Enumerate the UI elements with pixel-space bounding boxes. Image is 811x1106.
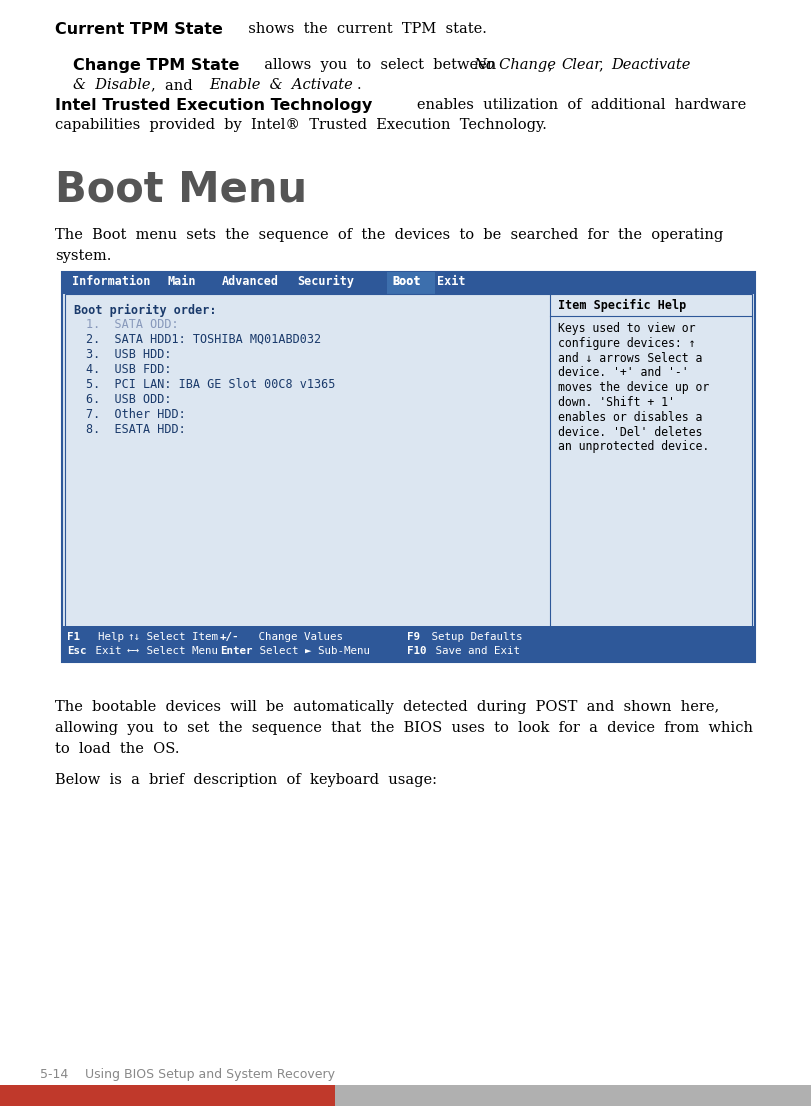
- Bar: [0, 1085, 335, 1106]
- Text: Esc: Esc: [67, 646, 87, 656]
- Text: Setup Defaults: Setup Defaults: [425, 632, 522, 641]
- Text: 2.  SATA HDD1: TOSHIBA MQ01ABD032: 2. SATA HDD1: TOSHIBA MQ01ABD032: [86, 333, 321, 346]
- Text: enables  utilization  of  additional  hardware: enables utilization of additional hardwa…: [403, 98, 746, 112]
- Text: shows  the  current  TPM  state.: shows the current TPM state.: [239, 22, 487, 36]
- Bar: [387, 272, 435, 294]
- Text: Deactivate: Deactivate: [611, 58, 690, 72]
- Text: Main: Main: [167, 275, 195, 288]
- Text: Boot: Boot: [392, 275, 420, 288]
- Text: The  Boot  menu  sets  the  sequence  of  the  devices  to  be  searched  for  t: The Boot menu sets the sequence of the d…: [55, 228, 723, 242]
- Bar: [65, 294, 752, 634]
- Text: F9: F9: [407, 632, 420, 641]
- Text: .: .: [357, 79, 362, 92]
- Text: 3.  USB HDD:: 3. USB HDD:: [86, 348, 171, 361]
- Text: 7.  Other HDD:: 7. Other HDD:: [86, 408, 186, 421]
- Text: 4.  USB FDD:: 4. USB FDD:: [86, 363, 171, 376]
- Text: 8.  ESATA HDD:: 8. ESATA HDD:: [86, 422, 186, 436]
- Text: enables or disables a: enables or disables a: [558, 410, 702, 424]
- Text: Select ► Sub-Menu: Select ► Sub-Menu: [253, 646, 370, 656]
- Bar: [62, 272, 755, 662]
- Text: ,: ,: [548, 58, 562, 72]
- Text: Boot: Boot: [392, 275, 420, 288]
- Text: Change TPM State: Change TPM State: [73, 58, 239, 73]
- Text: No Change: No Change: [473, 58, 556, 72]
- Text: F1: F1: [67, 632, 80, 641]
- Text: Security: Security: [297, 275, 354, 288]
- Text: Save and Exit: Save and Exit: [429, 646, 520, 656]
- Text: ←→: ←→: [127, 646, 140, 656]
- Text: Below  is  a  brief  description  of  keyboard  usage:: Below is a brief description of keyboard…: [55, 773, 437, 787]
- Bar: [62, 272, 755, 294]
- Text: +/-: +/-: [220, 632, 239, 641]
- Text: Exit: Exit: [89, 646, 122, 656]
- Text: Current TPM State: Current TPM State: [55, 22, 223, 36]
- Text: &  Disable: & Disable: [73, 79, 151, 92]
- Text: ↑↓: ↑↓: [127, 632, 140, 641]
- Text: and ↓ arrows Select a: and ↓ arrows Select a: [558, 352, 702, 365]
- Text: to  load  the  OS.: to load the OS.: [55, 742, 179, 757]
- Text: ,  and: , and: [151, 79, 202, 92]
- Text: Intel Trusted Execution Technology: Intel Trusted Execution Technology: [55, 98, 372, 113]
- Text: capabilities  provided  by  Intel®  Trusted  Execution  Technology.: capabilities provided by Intel® Trusted …: [55, 118, 547, 132]
- Text: 5-14: 5-14: [40, 1068, 68, 1081]
- Text: Change Values: Change Values: [239, 632, 343, 641]
- Bar: [62, 626, 755, 662]
- Text: device. '+' and '-': device. '+' and '-': [558, 366, 689, 379]
- Text: Boot Menu: Boot Menu: [55, 168, 307, 210]
- Text: Item Specific Help: Item Specific Help: [558, 299, 686, 312]
- Text: an unprotected device.: an unprotected device.: [558, 440, 710, 453]
- Text: configure devices: ↑: configure devices: ↑: [558, 337, 696, 349]
- Text: device. 'Del' deletes: device. 'Del' deletes: [558, 426, 702, 439]
- Text: Boot priority order:: Boot priority order:: [74, 304, 217, 317]
- Text: Clear: Clear: [561, 58, 601, 72]
- Text: Select Item: Select Item: [140, 632, 218, 641]
- Text: 6.  USB ODD:: 6. USB ODD:: [86, 393, 171, 406]
- Text: Using BIOS Setup and System Recovery: Using BIOS Setup and System Recovery: [73, 1068, 335, 1081]
- Text: allows  you  to  select  between: allows you to select between: [255, 58, 501, 72]
- Text: Advanced: Advanced: [222, 275, 279, 288]
- Text: The  bootable  devices  will  be  automatically  detected  during  POST  and  sh: The bootable devices will be automatical…: [55, 700, 719, 714]
- Text: F10: F10: [407, 646, 427, 656]
- Text: Enter: Enter: [220, 646, 252, 656]
- Text: moves the device up or: moves the device up or: [558, 382, 710, 394]
- Bar: [335, 1085, 811, 1106]
- Text: Select Menu: Select Menu: [140, 646, 218, 656]
- Text: allowing  you  to  set  the  sequence  that  the  BIOS  uses  to  look  for  a  : allowing you to set the sequence that th…: [55, 721, 753, 735]
- Text: Information: Information: [72, 275, 150, 288]
- Text: Help: Help: [85, 632, 124, 641]
- Text: Enable  &  Activate: Enable & Activate: [209, 79, 353, 92]
- Text: Exit: Exit: [437, 275, 466, 288]
- Text: 5.  PCI LAN: IBA GE Slot 00C8 v1365: 5. PCI LAN: IBA GE Slot 00C8 v1365: [86, 378, 336, 392]
- Text: ,: ,: [599, 58, 613, 72]
- Text: 1.  SATA ODD:: 1. SATA ODD:: [86, 319, 178, 331]
- Text: Keys used to view or: Keys used to view or: [558, 322, 696, 335]
- Text: system.: system.: [55, 249, 111, 263]
- Text: down. 'Shift + 1': down. 'Shift + 1': [558, 396, 675, 409]
